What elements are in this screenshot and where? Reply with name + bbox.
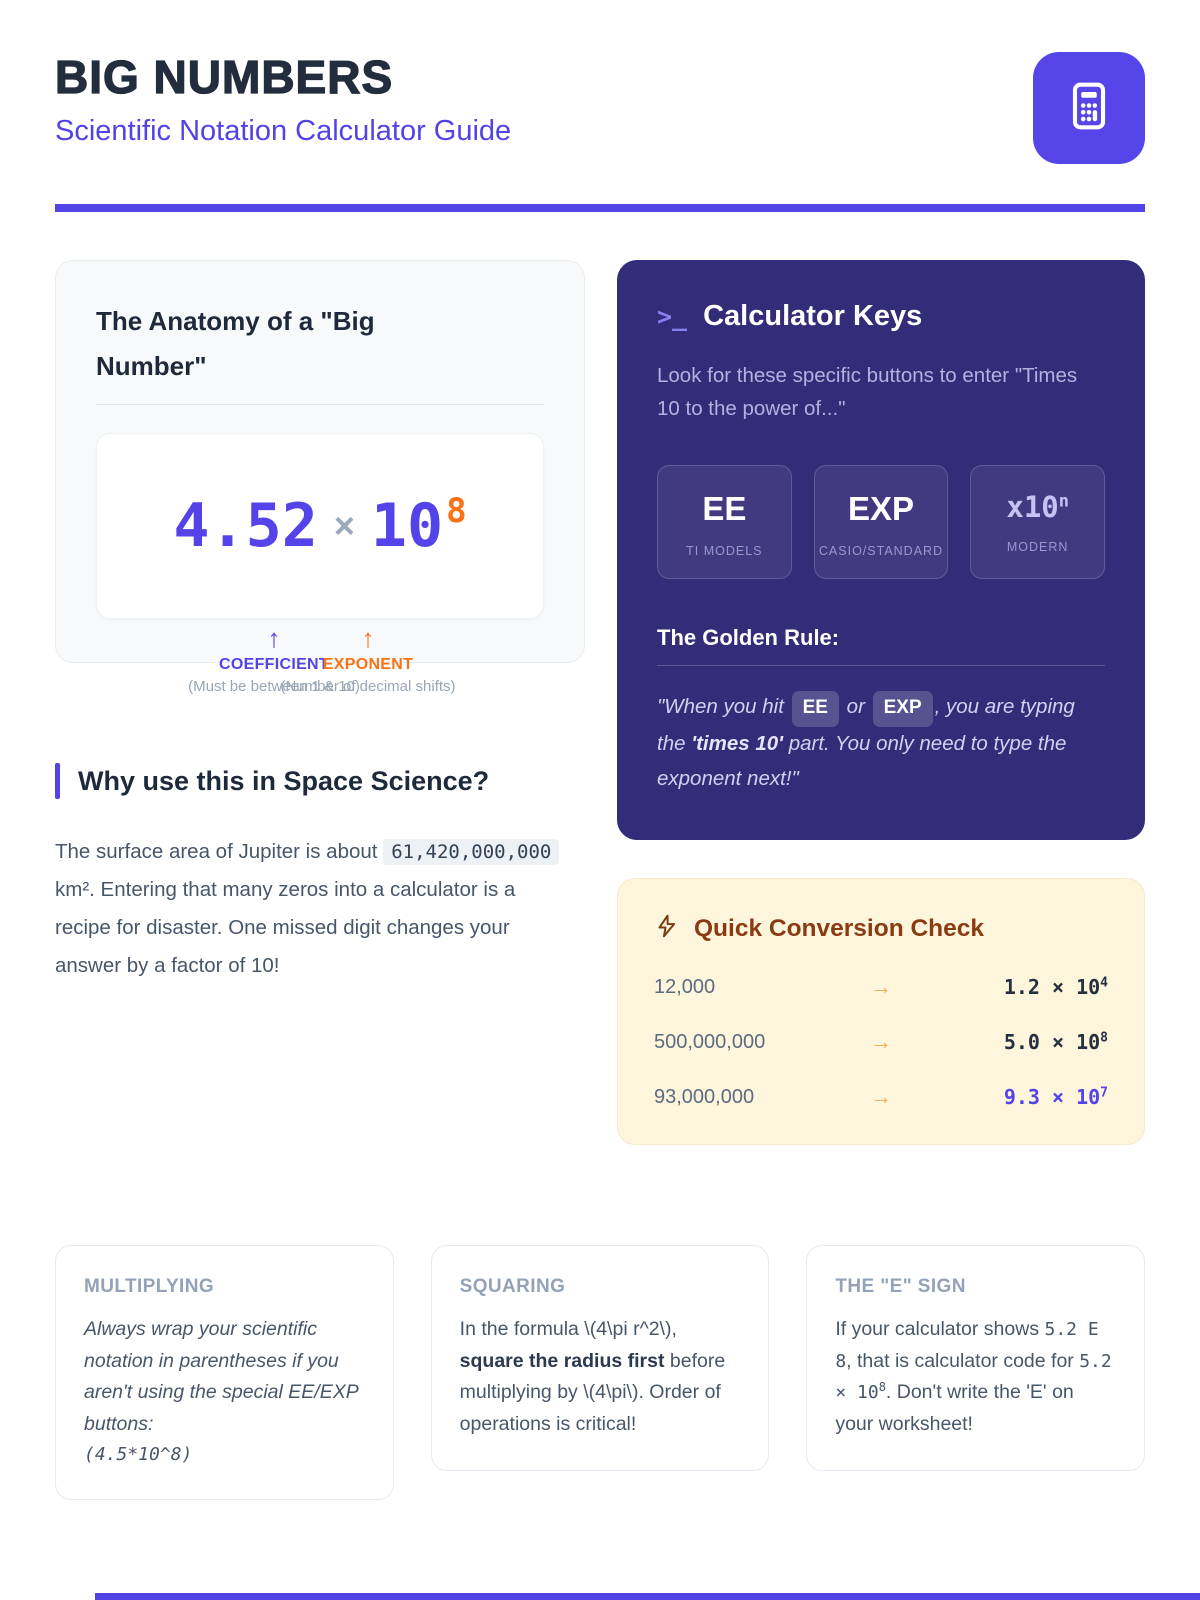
conversion-from: 93,000,000 [654,1085,755,1108]
page-title: BIG NUMBERS [54,51,394,103]
parentheses-code: (4.5*10^8) [84,1444,193,1466]
tips-row: MULTIPLYING Always wrap your scientific … [55,1245,1145,1501]
conversion-card: Quick Conversion Check 12,000 → 1.2 × 10… [617,878,1145,1145]
exponent-arrow-icon: ↑ [361,623,375,653]
header-rule [55,204,1145,212]
tip-header-multiplying: MULTIPLYING [84,1276,215,1297]
calculator-keys-description: Look for these specific buttons to enter… [657,364,1078,421]
key-button-ee[interactable]: EE TI MODELS [657,465,792,580]
conversion-arrow-icon: → [870,1084,892,1109]
anatomy-card: The Anatomy of a "Big Number" 4.52 × 108 ↑… [55,260,585,695]
conversion-result-highlight: 9.3 × 107 [1003,1085,1108,1109]
why-text-2: km². Entering that many zeros into a cal… [55,877,516,977]
tip-card-multiplying: MULTIPLYING Always wrap your scientific … [55,1245,394,1501]
left-column: The Anatomy of a "Big Number" 4.52 × 108 ↑… [55,260,585,985]
key-button-x10n[interactable]: x10n MODERN [970,465,1106,580]
exponent-annotation: ↑ EXPONENT (Number of decimal shifts) [280,625,455,695]
tip-card-squaring: SQUARING In the formula \(4\pi r^2\), sq… [430,1245,770,1472]
scientific-notation-expression: 4.52 × 108 [173,491,466,561]
conversion-from: 500,000,000 [654,1030,766,1053]
kbd-exp: EXP [872,691,933,728]
calculator-keys-card: >_ Calculator Keys Look for these specif… [617,260,1145,840]
tip-header-squaring: SQUARING [459,1276,566,1297]
tip-card-e-sign: THE "E" SIGN If your calculator shows 5.… [806,1245,1145,1472]
conversion-title: Quick Conversion Check [694,914,985,942]
accent-bar [55,763,60,799]
header-text: BIG NUMBERS Scientific Notation Calculat… [54,51,512,148]
tip-body-e-sign: If your calculator shows 5.2 E 8, that i… [835,1318,1112,1435]
coefficient-annotation: ↑ COEFFICIENT (Must be between 1 & 10) [188,625,360,695]
footer-rule [95,1593,1200,1600]
jupiter-area-value: 61,420,000,000 [383,839,560,865]
e-notation-code: 5.2 E 8 [835,1319,1099,1372]
conversion-arrow-icon: → [870,1029,892,1054]
golden-rule-divider [657,665,1105,667]
key-caption-ee: TI MODELS [686,544,763,559]
coefficient-arrow-icon: ↑ [267,623,281,653]
coefficient-note: (Must be between 1 & 10) [188,678,360,695]
conversion-from: 12,000 [654,975,716,998]
tip-body-squaring: In the formula \(4\pi r^2\), square the … [459,1318,726,1435]
key-caption-x10n: MODERN [1006,540,1069,555]
calculator-icon-badge [1033,52,1145,164]
anatomy-title: The Anatomy of a "Big Number" [96,306,375,381]
base-value: 10 [370,491,444,562]
conversion-result: 5.0 × 108 [1003,1030,1108,1054]
coefficient-value: 4.52 [173,491,318,562]
conversion-rows: 12,000 → 1.2 × 104 500,000,000 → 5.0 × 1… [654,974,1108,1110]
exponent-note: (Number of decimal shifts) [280,678,456,695]
why-section: Why use this in Space Science? The surfa… [55,763,585,985]
key-label-x10n: x10n [1006,490,1069,525]
kbd-ee: EE [791,691,839,728]
calculator-icon [1060,77,1118,140]
exponent-value: 8 [446,491,467,532]
right-column: >_ Calculator Keys Look for these specif… [617,260,1145,1145]
calculator-keys-title: Calculator Keys [703,300,923,332]
header: BIG NUMBERS Scientific Notation Calculat… [54,51,1145,164]
why-text-1: The surface area of Jupiter is about [55,840,384,863]
why-heading: Why use this in Space Science? [78,765,490,796]
lightning-bolt-icon [654,913,680,944]
anatomy-divider [96,404,544,406]
tip-body-multiplying: Always wrap your scientific notation in … [84,1314,365,1469]
golden-rule-quote: "When you hit EE or EXP, you are typing … [657,690,1105,796]
number-display-card: 4.52 × 108 [96,433,544,620]
terminal-prompt-icon: >_ [657,302,688,331]
why-paragraph: The surface area of Jupiter is about 61,… [55,833,567,985]
conversion-arrow-icon: → [870,974,892,999]
conversion-result: 1.2 × 104 [1003,975,1108,999]
exponent-label: EXPONENT [322,656,414,673]
page-subtitle: Scientific Notation Calculator Guide [55,114,512,147]
tip-header-e-sign: THE "E" SIGN [835,1276,966,1297]
coefficient-label: COEFFICIENT [219,656,329,673]
key-caption-exp: CASIO/STANDARD [818,544,944,559]
key-button-exp[interactable]: EXP CASIO/STANDARD [813,465,949,580]
key-label-ee: EE [702,490,747,528]
key-label-exp: EXP [847,490,915,528]
scientific-code: 5.2 × 108 [835,1350,1112,1404]
golden-rule-title: The Golden Rule: [657,625,840,651]
multiply-sign: × [333,505,355,547]
keys-row: EE TI MODELS EXP CASIO/STANDARD x10n MOD… [657,465,1106,580]
